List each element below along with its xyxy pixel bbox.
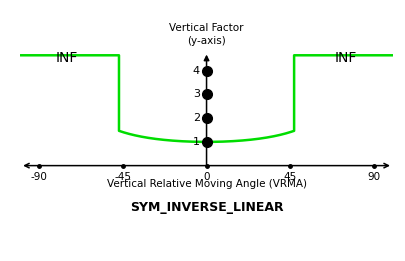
Text: 90: 90 <box>368 172 381 182</box>
Text: 0: 0 <box>203 172 210 182</box>
Text: 1: 1 <box>193 137 200 147</box>
Text: INF: INF <box>55 51 78 65</box>
Text: SYM_INVERSE_LINEAR: SYM_INVERSE_LINEAR <box>130 201 284 214</box>
Text: -90: -90 <box>30 172 47 182</box>
Text: 3: 3 <box>193 90 200 99</box>
Text: Vertical Factor
(y-axis): Vertical Factor (y-axis) <box>169 23 244 46</box>
Text: 4: 4 <box>193 66 200 76</box>
Text: 45: 45 <box>284 172 297 182</box>
Text: 2: 2 <box>193 113 200 123</box>
Text: Vertical Relative Moving Angle (VRMA): Vertical Relative Moving Angle (VRMA) <box>107 179 307 189</box>
Text: INF: INF <box>335 51 358 65</box>
Text: -45: -45 <box>114 172 131 182</box>
